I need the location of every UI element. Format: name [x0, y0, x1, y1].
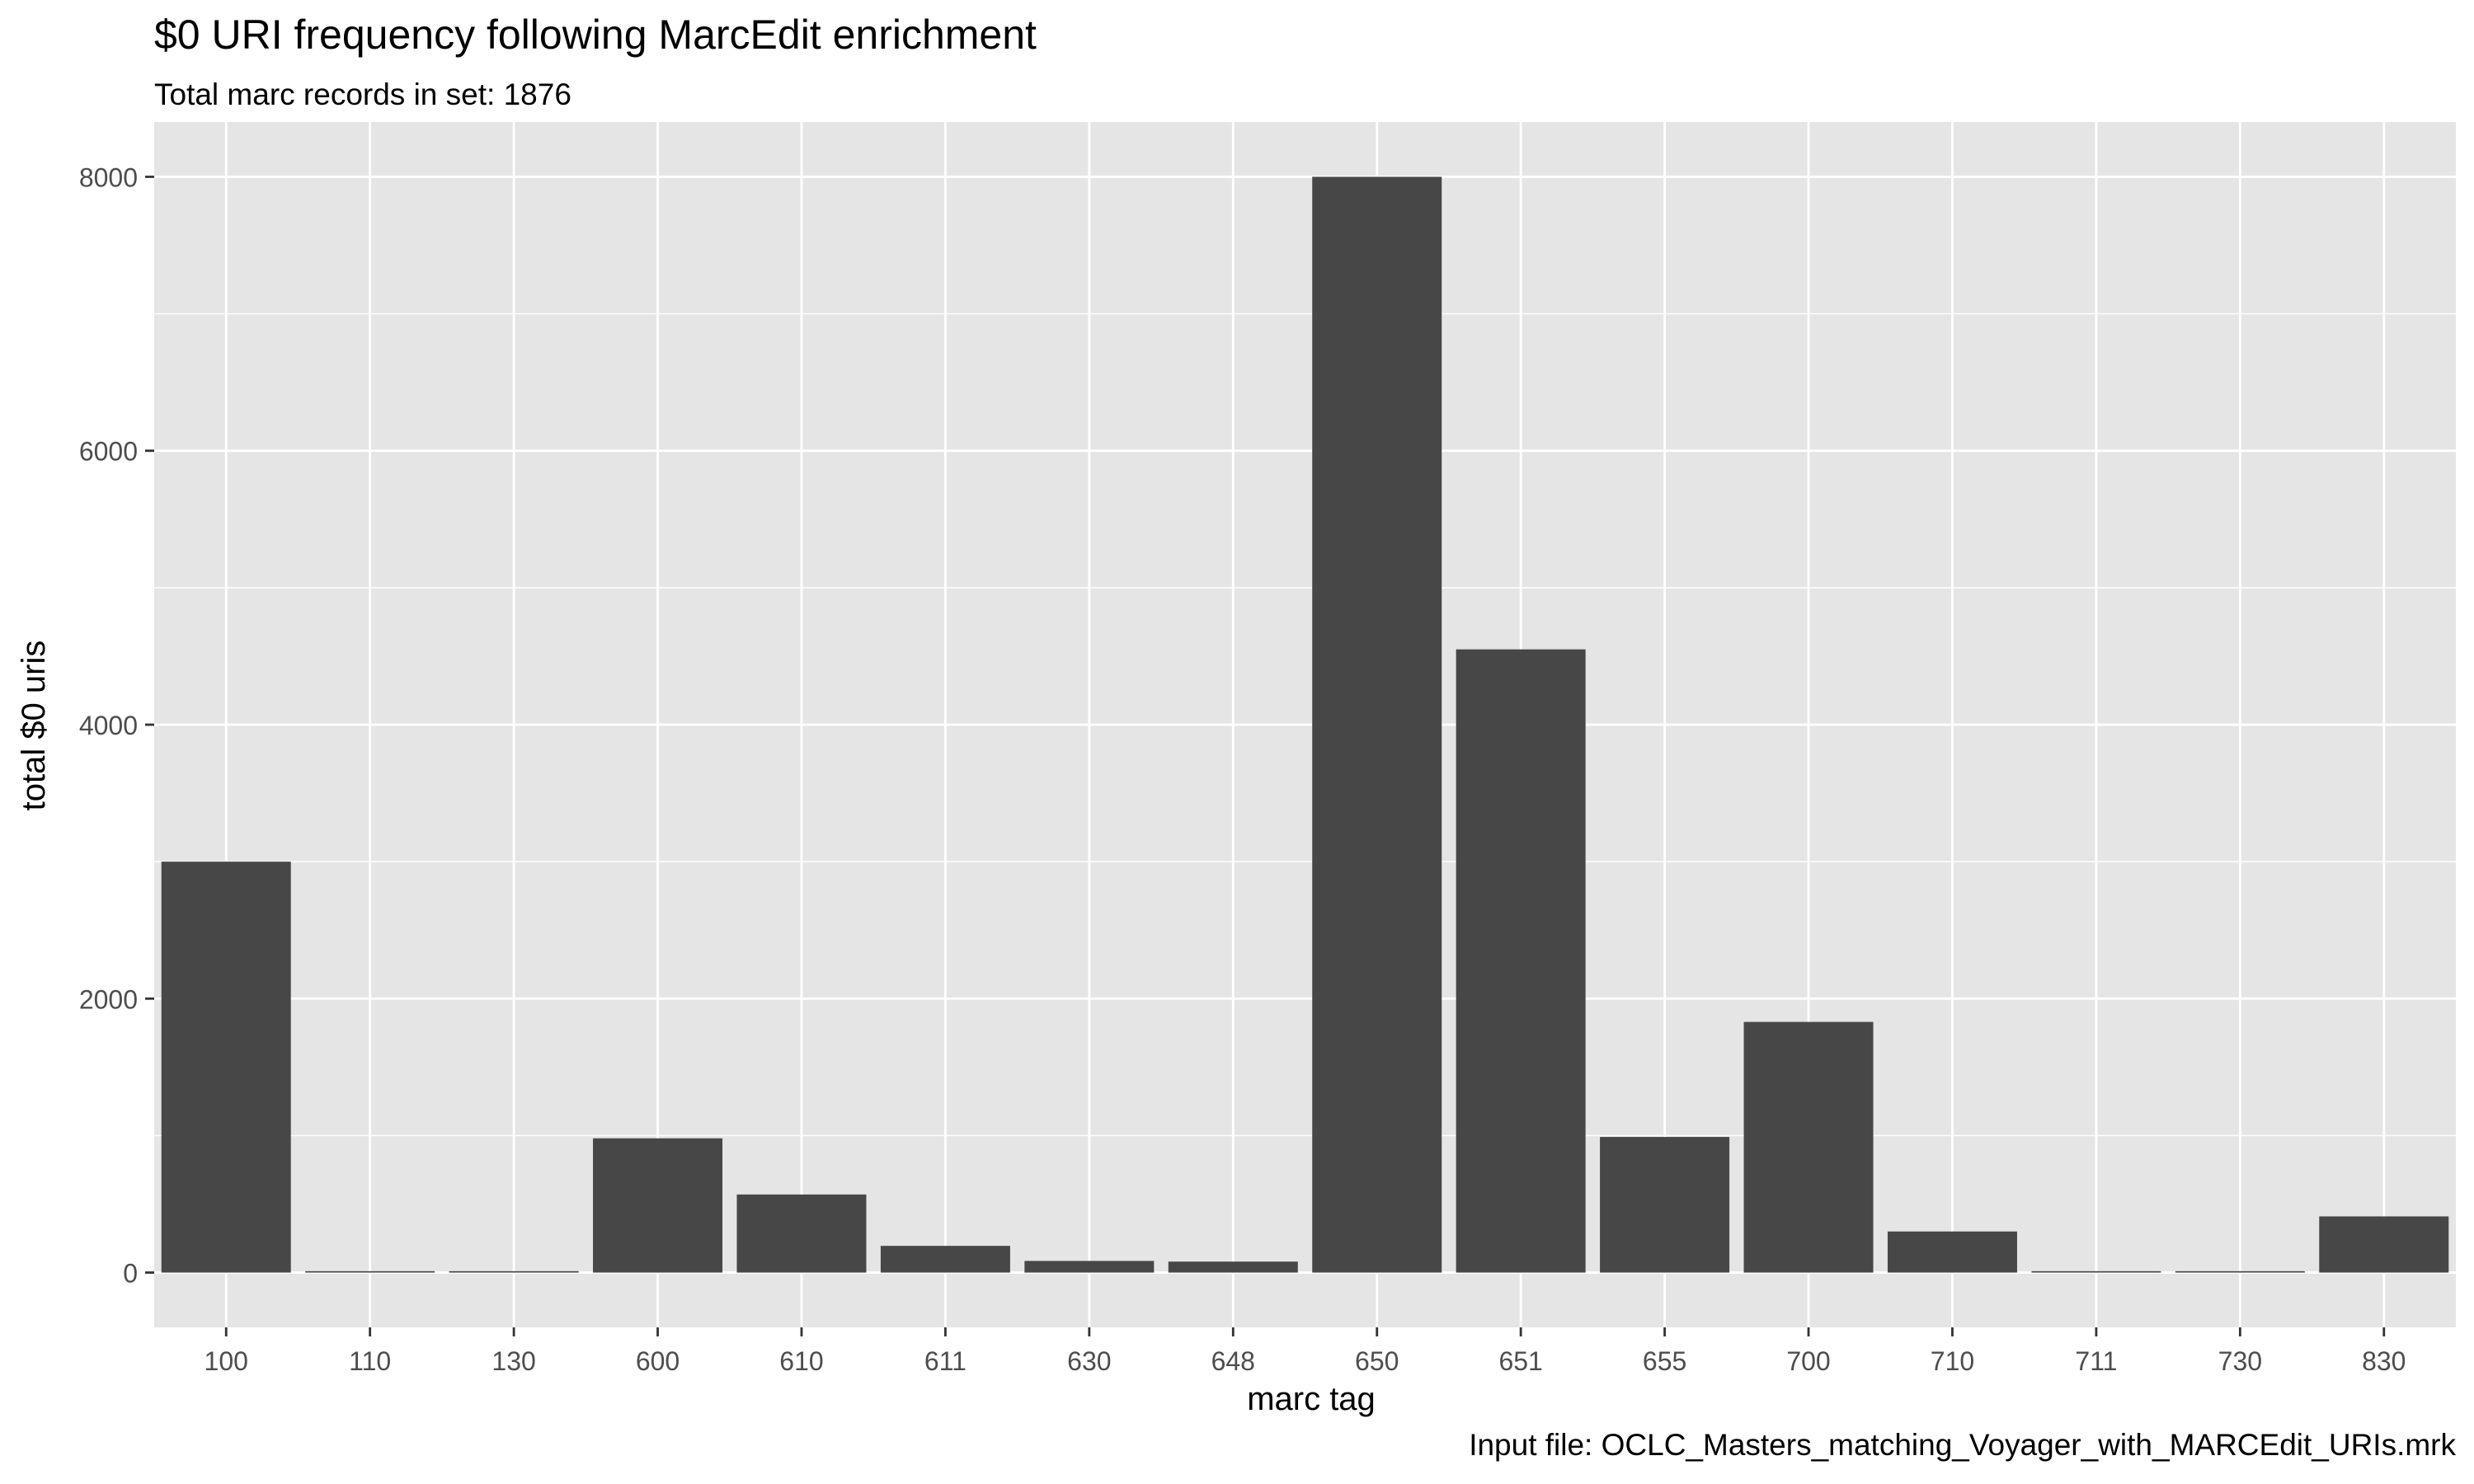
x-tick-label: 100 — [205, 1346, 248, 1376]
bar-651 — [1456, 649, 1586, 1273]
bar-600 — [593, 1138, 723, 1273]
chart-subtitle: Total marc records in set: 1876 — [154, 77, 571, 111]
y-axis-title: total $0 uris — [16, 641, 52, 811]
y-tick-label: 2000 — [79, 984, 138, 1014]
bar-730 — [2175, 1270, 2305, 1273]
x-axis: 100 110 130 600 610 611 630 648 650 651 655 700 710 7… — [205, 1327, 2406, 1376]
x-tick-label: 610 — [779, 1346, 823, 1376]
y-tick-label: 0 — [123, 1259, 138, 1289]
x-tick-label: 648 — [1211, 1346, 1255, 1376]
x-tick-label: 830 — [2362, 1346, 2406, 1376]
x-tick-label: 710 — [1931, 1346, 1974, 1376]
x-tick-label: 700 — [1786, 1346, 1830, 1376]
x-tick-label: 130 — [492, 1346, 535, 1376]
bar-648 — [1168, 1261, 1298, 1273]
x-tick-label: 650 — [1355, 1346, 1399, 1376]
gridlines-minor — [154, 312, 2456, 1137]
x-tick-label: 651 — [1498, 1346, 1542, 1376]
bar-630 — [1024, 1261, 1155, 1273]
bar-130 — [449, 1270, 579, 1273]
y-tick-label: 8000 — [79, 162, 138, 192]
bar-650 — [1312, 176, 1442, 1273]
bar-611 — [880, 1246, 1010, 1273]
chart-caption: Input file: OCLC_Masters_matching_Voyage… — [1469, 1428, 2456, 1462]
bar-700 — [1743, 1021, 1874, 1273]
bar-610 — [736, 1194, 867, 1273]
bars — [161, 176, 2449, 1273]
y-tick-label: 6000 — [79, 437, 138, 467]
x-tick-label: 630 — [1067, 1346, 1111, 1376]
bar-830 — [2319, 1216, 2449, 1273]
x-tick-label: 600 — [636, 1346, 680, 1376]
chart-title: $0 URI frequency following MarcEdit enri… — [154, 12, 1037, 58]
bar-655 — [1600, 1137, 1730, 1273]
x-tick-label: 110 — [349, 1346, 391, 1376]
bar-710 — [1887, 1231, 2017, 1273]
y-axis: 0 2000 4000 6000 8000 — [79, 162, 154, 1289]
x-tick-label: 611 — [924, 1346, 967, 1376]
x-tick-label: 730 — [2218, 1346, 2262, 1376]
bar-100 — [161, 862, 291, 1273]
bar-110 — [305, 1270, 435, 1273]
x-tick-label: 655 — [1643, 1346, 1686, 1376]
bar-711 — [2031, 1270, 2161, 1273]
y-tick-label: 4000 — [79, 711, 138, 740]
x-axis-title: marc tag — [1247, 1381, 1376, 1417]
x-tick-label: 711 — [2075, 1346, 2117, 1376]
